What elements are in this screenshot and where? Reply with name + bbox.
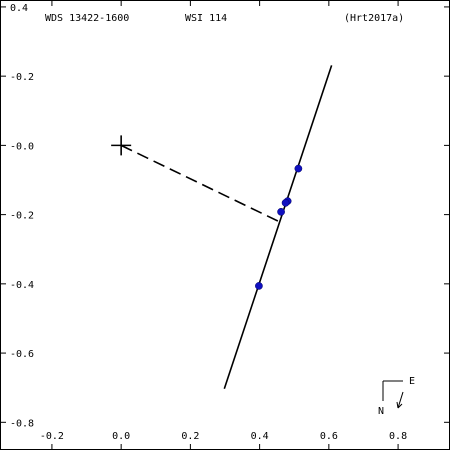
x-tick-label: 0.2 — [181, 431, 199, 442]
x-tick-label: -0.2 — [40, 431, 64, 442]
compass-north-label: N — [378, 406, 384, 417]
x-tick-label: 0.4 — [251, 431, 269, 442]
compass-arrow-head-b — [397, 403, 403, 409]
x-tick-label: 0.6 — [320, 431, 338, 442]
y-tick-label: -0.4 — [10, 280, 34, 291]
y-tick-label: -0.0 — [10, 141, 34, 152]
y-tick-label: -0.2 — [10, 211, 34, 222]
compass-arrow-head-a — [396, 401, 399, 409]
data-point — [277, 207, 285, 216]
orbit-line — [223, 65, 333, 389]
x-tick-label: 0.0 — [112, 431, 130, 442]
y-tick-label: -0.6 — [10, 349, 34, 360]
compass-arrow-shaft — [397, 391, 404, 409]
compass-east-label: E — [409, 376, 415, 387]
y-tick-label: -0.8 — [10, 418, 34, 429]
x-tick-label: 0.8 — [389, 431, 407, 442]
compass: E N — [378, 376, 415, 417]
header-left: WDS 13422-1600 — [45, 13, 129, 24]
data-point — [255, 282, 263, 290]
header-right: (Hrt2017a) — [344, 13, 404, 24]
data-point — [281, 198, 290, 207]
data-point — [294, 164, 303, 173]
chart-marks — [111, 65, 333, 389]
y-tick-label: 0.4 — [10, 3, 28, 14]
header-center: WSI 114 — [185, 13, 227, 24]
y-tick-label: -0.2 — [10, 72, 34, 83]
projection-line — [120, 144, 282, 224]
